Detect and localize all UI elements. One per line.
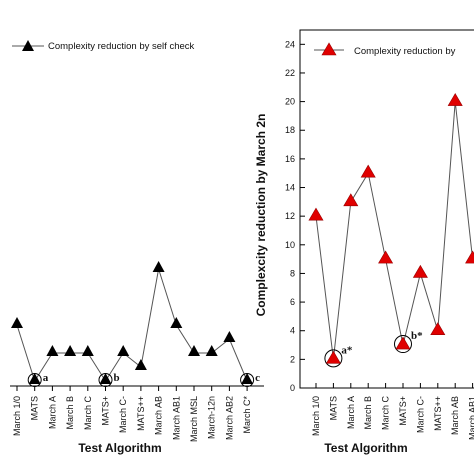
right-data-marker xyxy=(308,207,324,221)
left-x-tick-labels: March 1/0 MATS March A March B March C MATS+ M… xyxy=(12,396,252,443)
right-y-tick-label: 2 xyxy=(290,354,295,364)
left-chart-panel: Complexity reduction by self check March… xyxy=(10,40,264,455)
left-x-ticks xyxy=(16,386,248,391)
right-x-axis-title: Test Algorithm xyxy=(324,441,407,455)
right-highlight-circle xyxy=(394,335,412,354)
left-x-tick-label: March-12n xyxy=(207,396,217,439)
right-x-tick-label: March B xyxy=(363,396,373,430)
right-x-tick-label: March 1/0 xyxy=(311,396,321,436)
right-y-tick-label: 16 xyxy=(285,154,295,164)
left-x-axis-title: Test Algorithm xyxy=(78,441,161,455)
right-data-marker xyxy=(430,322,446,336)
left-data-marker xyxy=(46,345,59,356)
left-data-marker xyxy=(241,373,254,384)
right-x-tick-label: March AB xyxy=(450,396,460,435)
left-x-tick-label: March MSL xyxy=(189,396,199,442)
right-data-marker xyxy=(343,193,359,207)
left-data-marker xyxy=(99,373,112,384)
right-x-tick-label: MATS+ xyxy=(398,396,408,426)
left-data-marker xyxy=(188,345,200,356)
left-data-marker xyxy=(28,373,41,384)
right-x-tick-label: March A xyxy=(346,396,356,429)
right-data-marker xyxy=(325,350,341,364)
right-y-axis-title: Complexcity reduction by March 2n xyxy=(254,114,268,317)
left-data-marker xyxy=(170,317,183,328)
left-data-marker xyxy=(134,359,147,370)
left-x-tick-label: March B xyxy=(65,396,75,430)
right-y-tick-label: 4 xyxy=(290,326,295,336)
left-data-marker xyxy=(152,261,165,272)
right-series-group: a* b* xyxy=(308,93,474,368)
left-x-tick-label: March C xyxy=(83,396,93,431)
right-x-ticks xyxy=(315,383,474,388)
right-y-tick-label: 0 xyxy=(290,383,295,393)
right-x-tick-label: March C- xyxy=(415,396,425,433)
right-y-tick-label: 8 xyxy=(290,268,295,278)
right-y-tick-label: 22 xyxy=(285,68,295,78)
right-y-tick-label: 14 xyxy=(285,183,295,193)
left-x-tick-label: March AB xyxy=(154,396,164,435)
right-y-tick-label: 20 xyxy=(285,97,295,107)
left-x-tick-label: MATS++ xyxy=(136,396,146,431)
left-x-tick-label: March AB2 xyxy=(224,396,234,440)
left-data-marker xyxy=(117,345,130,356)
right-y-tick-label: 6 xyxy=(290,297,295,307)
left-data-marker xyxy=(11,317,23,328)
right-series-line xyxy=(315,101,474,360)
left-legend-label: Complexity reduction by self check xyxy=(48,41,195,52)
left-data-marker xyxy=(81,345,94,356)
left-x-tick-label: March C* xyxy=(242,396,252,434)
right-y-tick-label: 18 xyxy=(285,125,295,135)
right-y-tick-label: 10 xyxy=(285,240,295,250)
right-annotation: b* xyxy=(411,330,423,342)
right-legend-label: Complexity reduction by xyxy=(354,46,456,57)
right-x-tick-label: MATS xyxy=(328,396,338,420)
right-data-marker xyxy=(360,164,376,178)
left-series-line xyxy=(16,268,248,383)
left-data-marker xyxy=(223,331,236,342)
right-x-tick-labels: March 1/0 MATS March A March B March C MATS+ M… xyxy=(311,396,474,441)
right-annotation: a* xyxy=(341,344,353,356)
left-x-tick-label: March C- xyxy=(118,396,128,433)
right-legend: Complexity reduction by xyxy=(314,42,456,57)
left-x-tick-label: March A xyxy=(47,396,57,429)
left-x-tick-label: MATS xyxy=(30,396,40,420)
right-data-marker xyxy=(378,250,394,264)
left-annotation: b xyxy=(114,372,120,384)
left-series-group: a b c xyxy=(11,261,260,387)
right-plot-frame xyxy=(299,29,474,389)
right-y-tick-label: 12 xyxy=(285,211,295,221)
left-x-tick-label: MATS+ xyxy=(101,396,111,426)
left-annotation: c xyxy=(255,372,260,384)
right-x-tick-label: March AB1 xyxy=(468,396,474,440)
right-data-marker xyxy=(395,336,411,350)
left-legend-marker xyxy=(22,40,34,51)
right-data-marker xyxy=(465,250,474,264)
left-annotation: a xyxy=(43,372,49,384)
right-x-tick-label: March C xyxy=(381,396,391,431)
right-data-marker xyxy=(412,264,428,278)
right-highlight-circle xyxy=(324,349,343,368)
left-legend: Complexity reduction by self check xyxy=(12,40,195,52)
right-legend-marker xyxy=(321,42,337,56)
left-data-marker xyxy=(64,345,77,356)
left-x-tick-label: March AB1 xyxy=(171,396,181,440)
right-y-tick-label: 24 xyxy=(285,39,295,49)
right-data-marker xyxy=(447,93,463,106)
left-x-tick-label: March 1/0 xyxy=(12,396,22,436)
right-x-tick-label: MATS++ xyxy=(433,396,443,431)
left-data-marker xyxy=(205,345,218,356)
